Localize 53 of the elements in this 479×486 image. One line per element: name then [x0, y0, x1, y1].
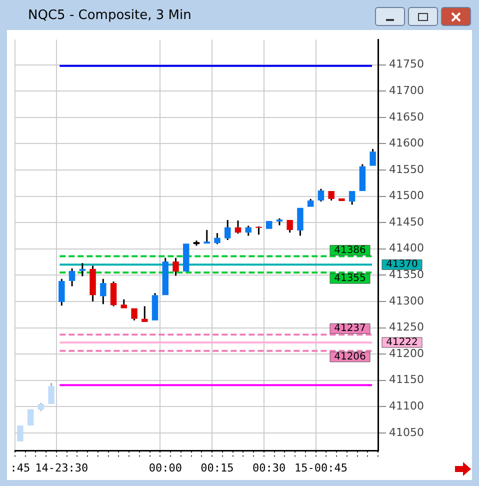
candlestick: [172, 257, 179, 276]
candlestick: [38, 402, 44, 412]
y-tick-label: 41250: [389, 320, 424, 334]
candlestick: [120, 298, 128, 308]
candlestick: [90, 264, 96, 302]
y-tick-label: 41300: [389, 294, 424, 308]
x-tick-label: 00:15: [200, 461, 234, 474]
y-tick-label: 41200: [389, 346, 424, 360]
x-tick-label: 00:30: [252, 461, 286, 474]
x-tick-label: 15-00:45: [294, 461, 348, 474]
ref-line-label: 41222: [386, 337, 418, 348]
y-tick-label: 41550: [389, 162, 424, 176]
ref-line-label: 41386: [334, 244, 366, 256]
y-tick-label: 41600: [389, 136, 424, 150]
candlestick: [58, 278, 65, 306]
chart-title: NQC5 - Composite, 3 Min: [28, 8, 192, 23]
y-tick-label: 41050: [389, 426, 424, 439]
ref-line-label: 41237: [334, 323, 366, 334]
x-tick-label: 14-23:30: [35, 461, 88, 474]
y-tick-label: 41750: [389, 58, 424, 71]
y-tick-label: 41700: [389, 84, 424, 97]
y-tick-label: 41100: [389, 399, 424, 412]
ref-line-label: 41370: [386, 259, 418, 270]
candlestick: [286, 220, 293, 234]
candlestick: [234, 220, 242, 234]
candlestick: [214, 232, 220, 245]
candlestick: [162, 257, 168, 296]
y-tick-label: 41500: [389, 189, 424, 202]
candlestick: [256, 226, 262, 236]
candlestick: [328, 191, 334, 202]
candlestick: [348, 191, 356, 206]
y-tick-label: 41350: [389, 268, 424, 282]
candlestick: [297, 208, 304, 236]
y-tick-label: 41450: [389, 215, 424, 228]
x-tick-label: :45: [10, 461, 30, 474]
candlestick: [48, 382, 54, 404]
candlestick: [359, 163, 366, 192]
y-tick-label: 41150: [389, 373, 424, 386]
candlestick: [100, 278, 106, 305]
x-tick-label: 00:00: [148, 461, 182, 474]
candlestick: [110, 280, 117, 307]
candlestick: [131, 308, 138, 322]
candlestick: [224, 219, 231, 241]
candlestick: [245, 224, 252, 236]
y-tick-label: 41400: [389, 242, 424, 255]
ref-line-label: 41355: [334, 273, 366, 284]
candlestick: [307, 198, 314, 207]
candlestick: [318, 188, 324, 202]
candlestick: [68, 268, 76, 287]
ref-line-label: 41206: [334, 351, 366, 362]
candlestick: [142, 305, 148, 322]
candlestick: [152, 292, 158, 320]
y-tick-label: 41650: [389, 110, 424, 124]
